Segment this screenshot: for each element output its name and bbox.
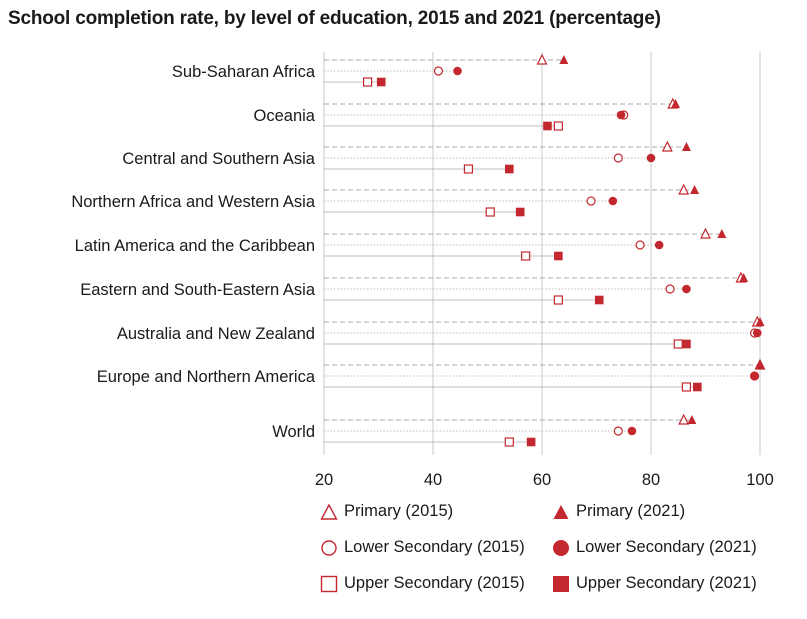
circle-filled-marker: [646, 153, 656, 163]
triangle-open-marker: [661, 140, 673, 152]
triangle-filled-marker: [559, 55, 569, 64]
legend-item-upper-secondary-2015: Upper Secondary (2015): [320, 574, 525, 593]
category-label: Sub-Saharan Africa: [172, 63, 316, 81]
circle-filled-marker: [682, 284, 691, 294]
legend-item-lower-secondary-2015: Lower Secondary (2015): [320, 538, 525, 557]
square-open-marker: [681, 382, 692, 392]
category-label: Latin America and the Caribbean: [75, 237, 315, 255]
legend-item-primary-2021: Primary (2021): [552, 502, 685, 521]
circle-open-marker: [665, 284, 675, 294]
legend-item-primary-2015: Primary (2015): [320, 502, 453, 521]
triangle-filled-marker: [687, 415, 697, 424]
square-filled-marker: [526, 437, 536, 447]
square-filled-marker: [693, 382, 702, 392]
circle-open-marker: [635, 240, 645, 250]
square-filled-marker: [682, 339, 691, 349]
legend-item-lower-secondary-2021: Lower Secondary (2021): [552, 538, 757, 557]
triangle-filled-marker: [755, 360, 765, 369]
circle-filled-marker: [654, 240, 664, 250]
square-filled-marker: [515, 207, 525, 217]
circle-filled-marker: [608, 196, 618, 206]
x-tick-label: 20: [315, 471, 333, 489]
triangle-filled-marker: [717, 229, 727, 238]
label-layer: 20 40 60 80 100 Sub-Saharan Africa Oceania Cent…: [71, 63, 773, 489]
square-open-marker: [553, 295, 563, 305]
triangle-open-icon: [320, 503, 338, 520]
category-label: World: [272, 423, 315, 441]
legend-label: Primary (2021): [576, 502, 686, 520]
square-open-marker: [463, 164, 474, 174]
square-open-marker: [504, 437, 514, 447]
circle-filled-marker: [453, 66, 462, 76]
chart-title: School completion rate, by level of educ…: [8, 8, 661, 29]
square-open-marker: [363, 77, 373, 87]
triangle-filled-marker: [739, 273, 749, 282]
x-tick-label: 40: [424, 471, 442, 489]
x-tick-label: 100: [746, 471, 774, 489]
category-label: Central and Southern Asia: [122, 150, 315, 168]
square-filled-icon: [553, 575, 569, 592]
square-filled-marker: [554, 251, 563, 261]
square-open-marker: [521, 251, 531, 261]
grid-layer: [323, 52, 761, 455]
category-label: Europe and Northern America: [97, 368, 316, 386]
triangle-open-marker: [678, 413, 690, 425]
category-label: Australia and New Zealand: [117, 325, 315, 343]
square-filled-marker: [594, 295, 604, 305]
triangle-open-marker: [678, 183, 690, 195]
circle-open-marker: [613, 153, 623, 163]
category-label: Eastern and South-Eastern Asia: [80, 281, 316, 299]
mark-layer: [363, 53, 766, 447]
triangle-open-marker: [700, 227, 711, 239]
legend-label: Upper Secondary (2021): [576, 574, 757, 592]
triangle-filled-marker: [755, 317, 765, 326]
circle-open-marker: [613, 426, 623, 436]
circle-filled-marker: [627, 426, 637, 436]
circle-open-icon: [321, 539, 337, 556]
triangle-filled-marker: [671, 99, 681, 108]
circle-open-marker: [586, 196, 596, 206]
triangle-filled-marker: [690, 185, 700, 194]
square-filled-marker: [505, 164, 514, 174]
triangle-filled-icon: [553, 504, 569, 519]
category-label: Oceania: [254, 107, 316, 125]
legend-item-upper-secondary-2021: Upper Secondary (2021): [552, 574, 757, 593]
triangle-open-marker: [536, 53, 548, 65]
guide-layer: [324, 59, 760, 443]
category-label: Northern Africa and Western Asia: [71, 193, 315, 211]
square-open-marker: [485, 207, 495, 217]
legend-label: Lower Secondary (2021): [576, 538, 757, 556]
circle-filled-marker: [752, 328, 762, 338]
square-filled-marker: [376, 77, 386, 87]
circle-filled-icon: [553, 539, 569, 556]
square-filled-marker: [543, 121, 552, 131]
circle-filled-marker: [750, 371, 759, 381]
legend-label: Lower Secondary (2015): [344, 538, 525, 556]
dot-plot: 20 40 60 80 100 Sub-Saharan Africa Oceania Cent…: [71, 52, 774, 489]
legend-label: Upper Secondary (2015): [344, 574, 525, 592]
circle-open-marker: [433, 66, 444, 76]
square-open-marker: [553, 121, 563, 131]
x-tick-label: 80: [642, 471, 660, 489]
circle-filled-marker: [616, 110, 626, 120]
x-tick-label: 60: [533, 471, 551, 489]
triangle-filled-marker: [681, 142, 691, 151]
square-open-icon: [320, 575, 338, 592]
square-open-marker: [673, 339, 683, 349]
legend-label: Primary (2015): [344, 502, 454, 520]
